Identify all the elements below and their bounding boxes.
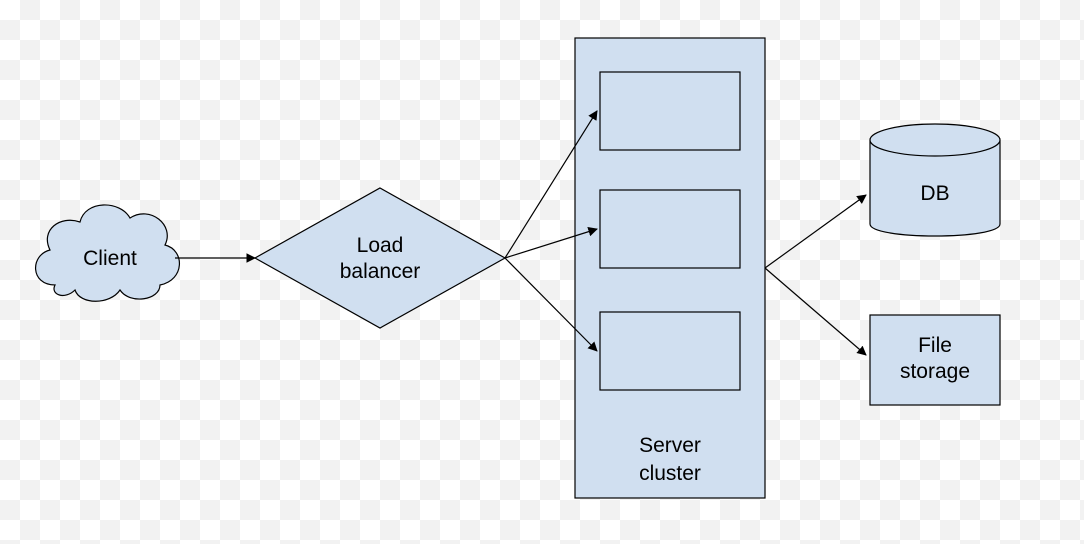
load-balancer-label-line1: Load [357, 234, 404, 257]
load-balancer-shape [255, 188, 505, 328]
load-balancer-label-line2: balancer [340, 260, 421, 283]
server-box-1 [600, 72, 740, 150]
db-cylinder-top [870, 124, 1000, 156]
edge-cluster-to-db [765, 195, 866, 268]
client-label: Client [83, 247, 137, 270]
file-storage-label-line1: File [918, 334, 952, 357]
server-cluster-label-line2: cluster [639, 462, 701, 485]
server-box-2 [600, 190, 740, 268]
db-label: DB [920, 182, 949, 205]
load-balancer-node: Load balancer [255, 188, 505, 328]
server-cluster-label-line1: Server [639, 434, 701, 457]
file-storage-node: File storage [870, 315, 1000, 405]
client-node: Client [36, 205, 180, 301]
edge-cluster-to-fs [765, 268, 866, 355]
file-storage-label-line2: storage [900, 360, 970, 383]
server-box-3 [600, 312, 740, 390]
architecture-diagram: Client Load balancer Server cluster DB F… [0, 0, 1084, 544]
db-node: DB [870, 124, 1000, 236]
server-cluster-node: Server cluster [575, 38, 765, 498]
